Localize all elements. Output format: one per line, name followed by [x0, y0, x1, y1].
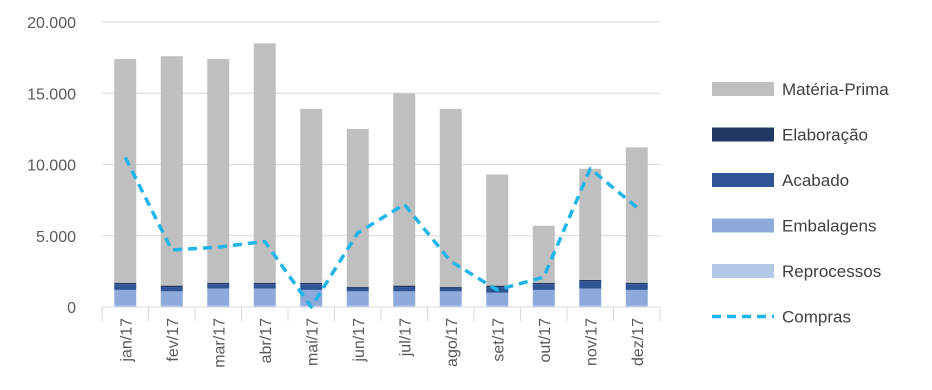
bar-acabado — [346, 288, 369, 292]
bar-mat-ria-prima — [579, 168, 602, 280]
bar-elabora-o — [253, 282, 276, 285]
legend-swatch — [712, 218, 774, 233]
bar-mat-ria-prima — [393, 93, 416, 286]
x-tick-label: ago/17 — [444, 318, 461, 367]
bar-reprocessos — [625, 305, 648, 307]
legend-label: Elaboração — [782, 126, 868, 145]
bar-reprocessos — [486, 305, 509, 307]
y-tick-label: 5.000 — [36, 229, 76, 246]
legend-label: Matéria-Prima — [782, 80, 889, 99]
bar-acabado — [439, 288, 462, 292]
x-tick-label: mai/17 — [304, 318, 321, 366]
bar-acabado — [532, 284, 555, 290]
bar-mat-ria-prima — [532, 225, 555, 283]
bar-elabora-o — [532, 282, 555, 285]
bar-embalagens — [253, 288, 276, 306]
bar-acabado — [114, 284, 137, 290]
x-tick-label: jun/17 — [351, 318, 368, 363]
y-axis: 0 5.000 10.000 15.000 20.000 — [27, 15, 76, 317]
bar-acabado — [300, 284, 323, 290]
bar-mat-ria-prima — [160, 56, 183, 286]
bar-embalagens — [486, 292, 509, 306]
legend: Matéria-Prima Elaboração Acabado Embalagens… — [712, 80, 889, 327]
bar-embalagens — [300, 289, 323, 306]
bar-mat-ria-prima — [300, 108, 323, 283]
bar-reprocessos — [160, 305, 183, 307]
compras-line — [123, 156, 638, 309]
bar-reprocessos — [114, 305, 137, 307]
x-tick-label: dez/17 — [630, 318, 647, 366]
bar-acabado — [160, 287, 183, 292]
y-tick-label: 20.000 — [27, 15, 76, 32]
x-tick-label: jul/17 — [397, 318, 414, 357]
bar-elabora-o — [393, 285, 416, 288]
bar-elabora-o — [160, 285, 183, 288]
bar-reprocessos — [207, 305, 230, 307]
bar-mat-ria-prima — [207, 59, 230, 283]
x-tick-label: set/17 — [490, 318, 507, 362]
bar-reprocessos — [532, 305, 555, 307]
bar-reprocessos — [346, 305, 369, 307]
bar-embalagens — [207, 288, 230, 306]
bar-reprocessos — [393, 305, 416, 307]
bar-elabora-o — [625, 282, 648, 285]
legend-label: Acabado — [782, 171, 849, 190]
bar-mat-ria-prima — [439, 108, 462, 288]
bar-reprocessos — [253, 305, 276, 307]
x-tick-label: jan/17 — [118, 318, 135, 363]
bar-mat-ria-prima — [114, 59, 137, 283]
bar-mat-ria-prima — [346, 128, 369, 288]
legend-swatch — [712, 127, 774, 142]
y-tick-label: 10.000 — [27, 158, 76, 175]
bar-reprocessos — [579, 305, 602, 307]
bar-acabado — [393, 287, 416, 292]
bar-mat-ria-prima — [253, 43, 276, 283]
x-axis: jan/17 fev/17 mar/17 abr/17 mai/17 jun/17 jul/… — [118, 318, 647, 368]
legend-label: Reprocessos — [782, 262, 881, 281]
legend-swatch — [712, 173, 774, 187]
bars — [114, 43, 648, 307]
legend-label: Compras — [782, 308, 851, 327]
x-tick-label: nov/17 — [583, 318, 600, 366]
bar-embalagens — [346, 291, 369, 306]
bar-elabora-o — [114, 282, 137, 285]
x-tick-label: fev/17 — [165, 318, 182, 362]
bar-embalagens — [532, 289, 555, 306]
bar-mat-ria-prima — [486, 174, 509, 286]
legend-swatch — [712, 264, 774, 278]
bar-embalagens — [114, 289, 137, 306]
bar-acabado — [207, 284, 230, 289]
bar-elabora-o — [346, 287, 369, 289]
bar-acabado — [579, 281, 602, 289]
legend-swatch — [712, 82, 774, 96]
bar-acabado — [625, 284, 648, 290]
bar-acabado — [253, 284, 276, 289]
bar-elabora-o — [439, 287, 462, 289]
x-tick-label: out/17 — [537, 318, 554, 363]
bar-embalagens — [625, 289, 648, 306]
bar-elabora-o — [300, 282, 323, 285]
bar-embalagens — [579, 288, 602, 306]
bar-reprocessos — [439, 305, 462, 307]
bar-elabora-o — [207, 282, 230, 285]
bar-embalagens — [439, 291, 462, 306]
gridlines — [101, 21, 661, 321]
y-tick-label: 15.000 — [27, 86, 76, 103]
bar-elabora-o — [486, 285, 509, 288]
bar-embalagens — [160, 291, 183, 306]
line-compras — [123, 156, 638, 309]
bar-elabora-o — [579, 279, 602, 282]
y-tick-label: 0 — [67, 300, 76, 317]
legend-label: Embalagens — [782, 217, 877, 236]
bar-embalagens — [393, 291, 416, 306]
x-tick-label: abr/17 — [258, 318, 275, 363]
bar-mat-ria-prima — [625, 147, 648, 283]
x-tick-label: mar/17 — [211, 318, 228, 368]
